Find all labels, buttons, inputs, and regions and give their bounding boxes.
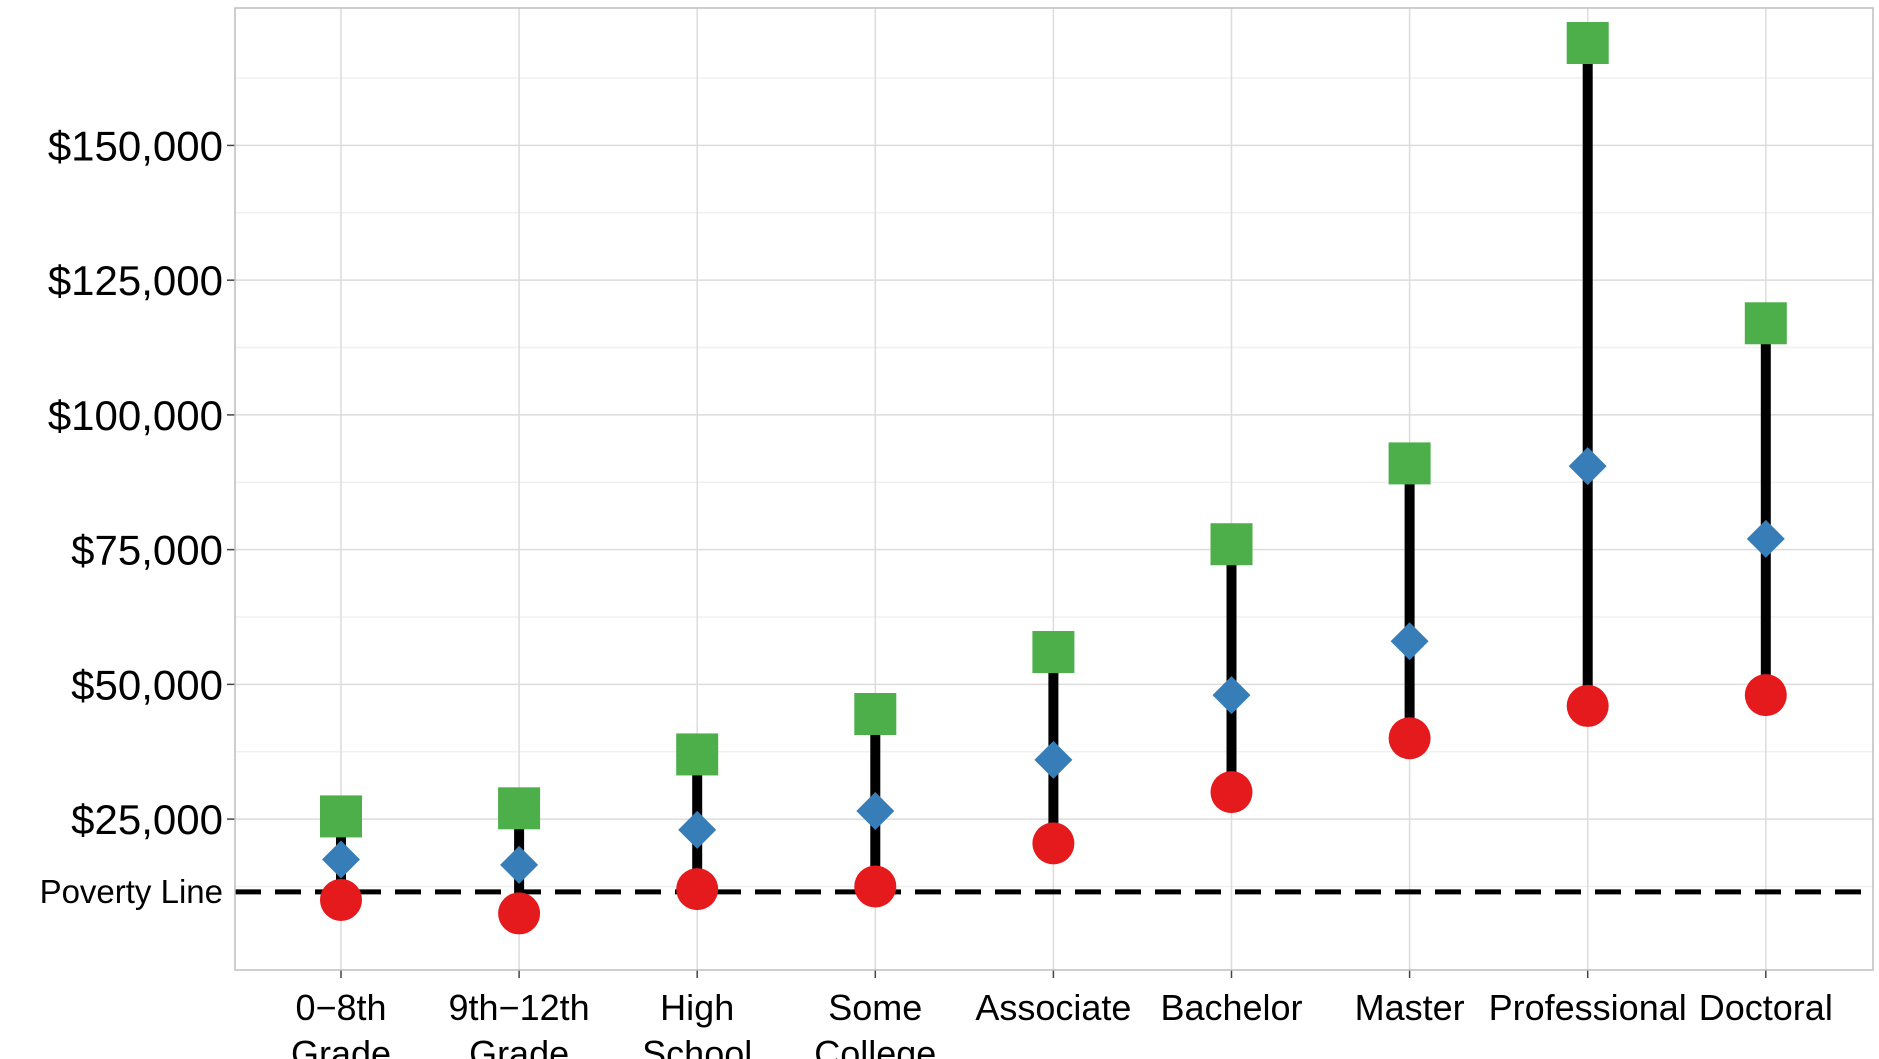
x-tick-label-line: Some [828, 987, 922, 1028]
circle-point [1210, 771, 1253, 814]
x-tick-label: High School [642, 987, 752, 1059]
x-tick-label-line: Associate [975, 987, 1131, 1028]
y-tick-label: $125,000 [48, 257, 223, 304]
x-tick-label-line: High [660, 987, 734, 1028]
x-tick-label: Master [1355, 987, 1465, 1028]
poverty-line-label: Poverty Line [40, 873, 223, 910]
y-tick-label: $50,000 [71, 661, 223, 708]
x-tick-label-line: Professional [1489, 987, 1687, 1028]
diamond-point [1746, 519, 1785, 558]
y-tick-label: $150,000 [48, 122, 223, 169]
x-tick-label: 9th−12th Grade [449, 987, 590, 1059]
x-axis: 0−8th Grade 9th−12th Grade High School Some Col… [291, 970, 1833, 1059]
x-tick-label: 0−8th Grade [291, 987, 391, 1059]
x-tick-label: Bachelor [1160, 987, 1302, 1028]
x-tick-label-line: Master [1355, 987, 1465, 1028]
diamond-point [1390, 622, 1429, 661]
diamond-point [1034, 740, 1073, 779]
circle-point [1032, 822, 1075, 865]
x-tick-label-line: Doctoral [1699, 987, 1833, 1028]
square-point [1566, 22, 1609, 65]
x-tick-label-line: 0−8th [295, 987, 386, 1028]
square-point [854, 693, 897, 736]
diamond-point [678, 810, 717, 849]
diamond-point [1568, 447, 1607, 486]
x-tick-label-line: Grade [291, 1033, 391, 1059]
square-point [1210, 523, 1253, 566]
circle-point [1744, 674, 1787, 717]
x-tick-label-line: 9th−12th [449, 987, 590, 1028]
x-tick-label-line: School [642, 1033, 752, 1059]
y-tick-label: $75,000 [71, 527, 223, 574]
diamond-point [1212, 676, 1251, 715]
x-tick-label: Associate [975, 987, 1131, 1028]
x-tick-label-line: College [814, 1033, 936, 1059]
x-tick-label-line: Bachelor [1160, 987, 1302, 1028]
circle-point [1388, 717, 1431, 760]
x-tick-label: Doctoral [1699, 987, 1833, 1028]
x-tick-label: Professional [1489, 987, 1687, 1028]
y-axis: $25,000 $50,000 $75,000 $100,000 $125,000 $15… [48, 122, 235, 843]
circle-point [1566, 684, 1609, 727]
poverty-line-group: Poverty Line [40, 873, 1873, 910]
x-tick-label: Some College [814, 987, 936, 1059]
square-point [1032, 631, 1075, 674]
y-tick-label: $100,000 [48, 392, 223, 439]
square-point [1388, 442, 1431, 485]
circle-point [676, 868, 719, 911]
square-point [1744, 302, 1787, 345]
data-markers [320, 22, 1787, 935]
square-point [320, 795, 362, 838]
circle-point [854, 865, 897, 908]
circle-point [320, 878, 362, 921]
diamond-point [856, 792, 895, 831]
x-tick-label-line: Grade [469, 1033, 569, 1059]
diamond-point [322, 840, 360, 879]
square-point [498, 787, 541, 830]
diamond-point [500, 845, 539, 884]
circle-point [498, 892, 541, 935]
plot-panel-border [234, 7, 1874, 971]
y-tick-label: $25,000 [71, 796, 223, 843]
square-point [676, 733, 719, 776]
